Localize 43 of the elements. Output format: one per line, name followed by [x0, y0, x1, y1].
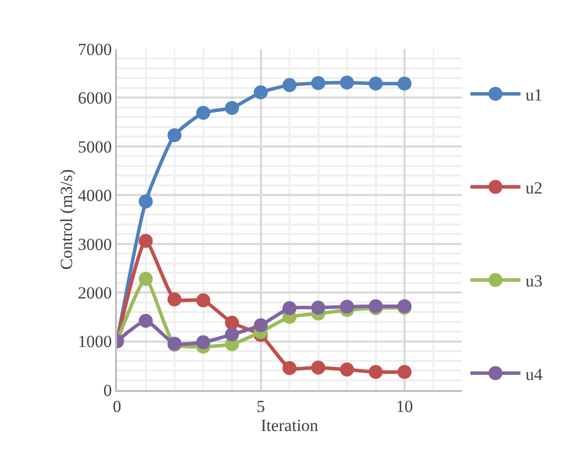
point: [138, 234, 153, 248]
point: [282, 361, 296, 376]
point: [168, 292, 182, 306]
point: [311, 360, 326, 375]
point: [282, 78, 296, 92]
point: [196, 335, 210, 350]
point: [225, 100, 239, 115]
point: [340, 300, 354, 314]
y-tick-label: 4000: [78, 186, 112, 206]
point: [340, 76, 354, 90]
point: [225, 316, 239, 330]
point: [196, 106, 210, 120]
point: [225, 327, 239, 342]
y-axis-title: Control (m3/s): [56, 169, 76, 270]
y-tick-label: 7000: [78, 40, 112, 59]
point: [254, 85, 268, 100]
legend-label: u3: [525, 272, 542, 291]
x-tick-label: 10: [396, 397, 413, 416]
y-tick-label: 1000: [78, 332, 112, 352]
point: [311, 76, 326, 90]
point: [254, 318, 268, 332]
point: [196, 293, 210, 308]
point: [398, 364, 412, 379]
point: [311, 300, 326, 315]
y-tick-label: 0: [103, 380, 112, 400]
point: [168, 128, 182, 142]
x-axis-title: Iteration: [260, 416, 319, 436]
y-tick-label: 6000: [78, 88, 112, 108]
point: [368, 76, 383, 91]
y-tick-label: 3000: [78, 234, 112, 254]
x-tick-label: 5: [256, 397, 265, 416]
point: [138, 314, 153, 328]
y-tick-label: 5000: [78, 137, 112, 156]
point: [340, 362, 354, 377]
point: [368, 364, 383, 379]
legend-label: u4: [525, 364, 543, 384]
point: [398, 76, 412, 91]
point: [138, 194, 153, 208]
legend-label: u2: [525, 178, 542, 198]
point: [138, 272, 153, 286]
y-tick-label: 2000: [78, 284, 112, 303]
legend-label: u1: [525, 85, 542, 104]
point: [282, 301, 296, 316]
